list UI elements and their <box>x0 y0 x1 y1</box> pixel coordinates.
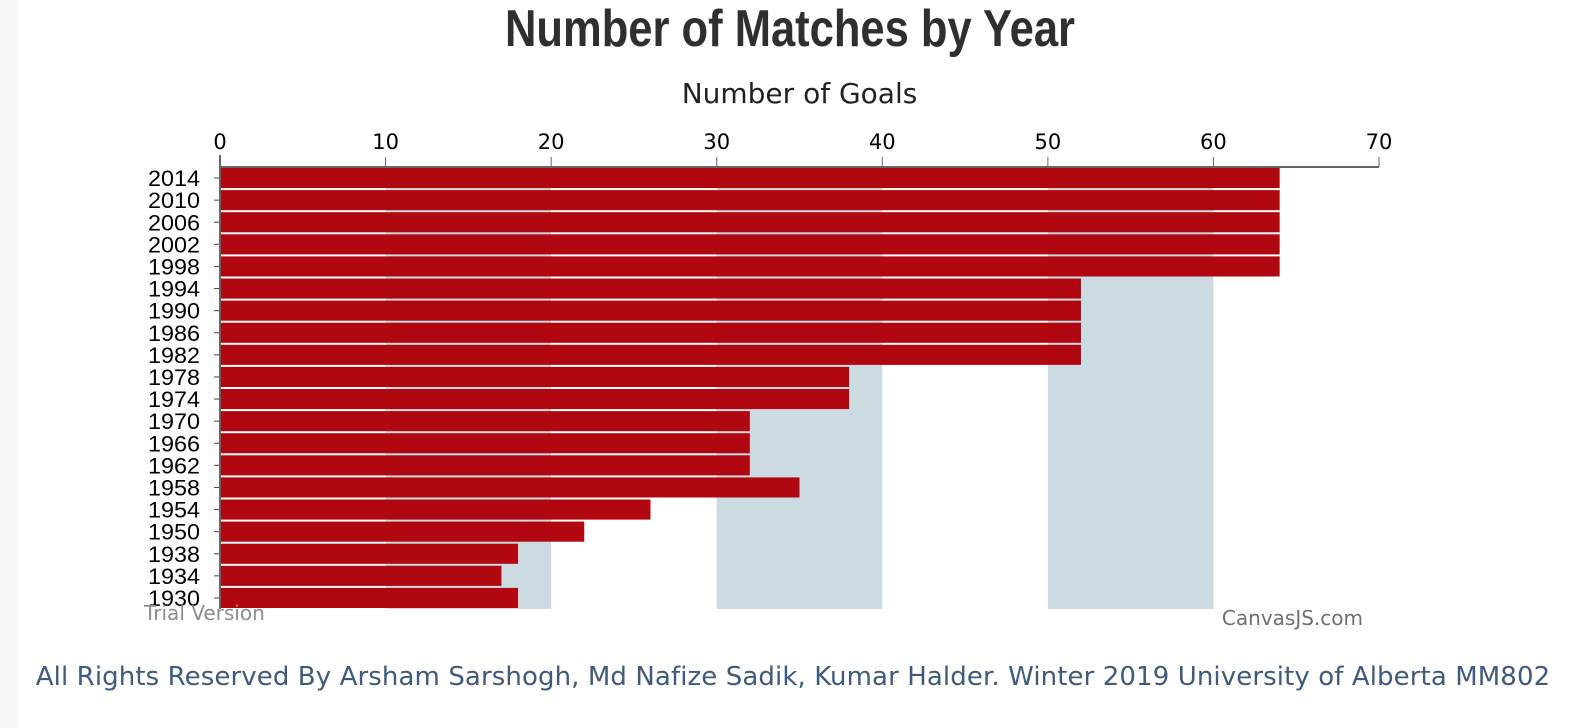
y-tick-label: 1930 <box>148 586 200 611</box>
bar <box>220 366 850 387</box>
bar <box>220 234 1280 255</box>
footer-copyright: All Rights Reserved By Arsham Sarshogh, … <box>35 662 1551 692</box>
bar <box>220 455 750 476</box>
bar <box>220 389 850 410</box>
y-tick-label: 1978 <box>148 365 200 390</box>
y-tick-label: 2010 <box>148 188 200 213</box>
canvasjs-credit: CanvasJS.com <box>1222 606 1363 630</box>
bar <box>220 433 750 454</box>
y-tick-label: 1938 <box>148 542 200 567</box>
bar <box>220 168 1280 189</box>
bar-chart: 2014201020062002199819941990198619821978… <box>143 0 1393 630</box>
interlaced-band <box>385 167 552 609</box>
y-tick-label: 1958 <box>148 475 200 500</box>
bar <box>220 521 585 542</box>
y-tick-label: 1954 <box>148 498 200 523</box>
trial-version-watermark: Trial Version <box>143 601 265 625</box>
bar <box>220 543 519 564</box>
x-tick-label: 20 <box>538 130 565 154</box>
bar <box>220 411 750 432</box>
chart-card: 2014 2010 2006 2002 1998 1994 1990 1986 1982 1978… <box>18 0 1578 728</box>
y-tick-label: 1962 <box>148 453 200 478</box>
bar <box>220 278 1081 299</box>
bar <box>220 212 1280 233</box>
y-tick-label: 1982 <box>148 343 200 368</box>
y-tick-label: 1974 <box>148 387 200 412</box>
x-tick-label: 70 <box>1366 130 1393 154</box>
y-tick-label: 2014 <box>148 166 200 191</box>
y-tick-label: 2002 <box>148 232 200 257</box>
interlaced-band <box>1047 167 1214 609</box>
x-tick-label: 10 <box>372 130 399 154</box>
y-tick-label: 1998 <box>148 254 200 279</box>
x-tick-label: 0 <box>213 130 226 154</box>
y-tick-label: 1970 <box>148 409 200 434</box>
chart-title: Number of Matches by Year <box>505 0 1075 58</box>
x-tick-label: 50 <box>1034 130 1061 154</box>
bar <box>220 344 1081 365</box>
interlaced-band <box>716 167 883 609</box>
y-tick-label: 2006 <box>148 210 200 235</box>
bar <box>220 587 519 608</box>
x-axis-title: Number of Goals <box>682 77 918 110</box>
bar <box>220 477 800 498</box>
y-tick-label: 1986 <box>148 321 200 346</box>
y-tick-label: 1990 <box>148 299 200 324</box>
bar <box>220 256 1280 277</box>
x-tick-label: 40 <box>869 130 896 154</box>
bar <box>220 300 1081 321</box>
x-tick-label: 60 <box>1200 130 1227 154</box>
bar <box>220 565 502 586</box>
y-tick-label: 1994 <box>148 277 200 302</box>
y-tick-label: 1934 <box>148 564 200 589</box>
y-tick-label: 1950 <box>148 520 200 545</box>
y-tick-label: 1966 <box>148 431 200 456</box>
bar <box>220 499 651 520</box>
bar <box>220 322 1081 343</box>
x-tick-label: 30 <box>703 130 730 154</box>
bar <box>220 190 1280 211</box>
